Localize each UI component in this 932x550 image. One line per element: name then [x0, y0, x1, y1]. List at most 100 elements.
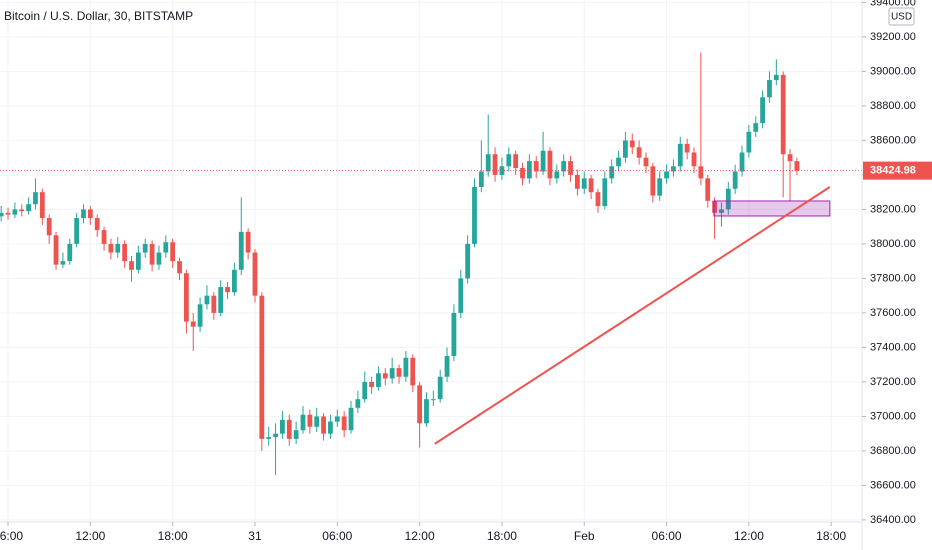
candle-body	[286, 419, 292, 439]
candle-body	[101, 230, 107, 244]
x-tick-label: 18:00	[158, 529, 188, 543]
candle-body	[403, 357, 409, 377]
candle-body	[334, 416, 340, 422]
candle-body	[149, 243, 155, 265]
y-tick-label: 37000.00	[870, 410, 916, 422]
x-tick-label: 31	[248, 529, 262, 543]
candle-body	[67, 243, 73, 262]
candle-body	[94, 218, 100, 231]
y-tick-label: 39000.00	[870, 65, 916, 77]
candle-body	[506, 154, 512, 167]
candle-body	[636, 147, 642, 158]
candle-body	[643, 157, 649, 167]
candle-body	[321, 416, 326, 434]
candle-body	[705, 178, 711, 201]
candle-body	[12, 209, 18, 215]
y-tick-label: 37800.00	[870, 272, 916, 284]
candle-body	[677, 143, 683, 167]
candle-body	[389, 368, 395, 379]
candle-body	[190, 321, 196, 327]
currency-box[interactable]	[888, 7, 915, 26]
candle-body	[520, 168, 525, 179]
candle-body	[773, 74, 779, 81]
candle-body	[657, 178, 663, 196]
y-tick-label: 36600.00	[870, 479, 916, 491]
candle-body	[588, 178, 594, 193]
candle-body	[719, 209, 724, 213]
candle-body	[129, 261, 134, 270]
candle-body	[616, 157, 621, 167]
candle-body	[238, 231, 244, 270]
candle-body	[156, 252, 162, 265]
currency-label[interactable]: USD	[891, 12, 912, 23]
candle-body	[526, 161, 532, 179]
candle-body	[787, 154, 793, 162]
y-tick-label: 38200.00	[870, 203, 916, 215]
candle-body	[561, 161, 567, 172]
candle-body	[60, 261, 66, 265]
candle-body	[554, 171, 560, 179]
chart-title: Bitcoin / U.S. Dollar, 30, BITSTAMP	[4, 9, 193, 23]
candle-body	[492, 154, 498, 175]
candle-body	[424, 399, 429, 424]
candle-body	[376, 373, 381, 388]
candle-body	[417, 385, 423, 424]
candle-body	[46, 218, 52, 236]
candle-body	[725, 188, 731, 210]
candle-body	[307, 414, 313, 427]
last-price-box	[863, 161, 932, 180]
candle-body	[33, 192, 38, 205]
candle-body	[691, 152, 697, 167]
candle-body	[472, 186, 477, 244]
candle-body	[396, 368, 402, 377]
candle-body	[780, 74, 786, 155]
x-tick-label: 12:00	[734, 529, 764, 543]
candle-body	[465, 243, 471, 279]
candle-body	[0, 212, 4, 217]
candle-body	[81, 209, 86, 219]
candle-body	[108, 243, 114, 253]
candle-body	[513, 154, 519, 169]
candle-body	[430, 399, 436, 401]
candle-body	[540, 150, 546, 172]
y-tick-label: 38800.00	[870, 100, 916, 112]
candle-body	[698, 166, 704, 179]
y-tick-label: 39400.00	[870, 0, 916, 8]
x-tick-label: 06:00	[652, 529, 682, 543]
candle-body	[53, 235, 59, 265]
candle-body	[609, 166, 615, 179]
candle-body	[300, 414, 306, 431]
candle-body	[135, 252, 141, 270]
x-tick-label: 06:00	[322, 529, 352, 543]
x-tick-label: 06:00	[0, 529, 23, 543]
y-tick-label: 38600.00	[870, 134, 916, 146]
candle-body	[671, 166, 676, 172]
candle-body	[231, 269, 237, 293]
candle-body	[266, 437, 272, 439]
candle-body	[451, 312, 457, 357]
candle-body	[382, 373, 388, 379]
y-tick-label: 37600.00	[870, 307, 916, 319]
candle-body	[74, 218, 80, 244]
candle-body	[732, 171, 738, 189]
candle-body	[348, 407, 354, 431]
candle-body	[163, 242, 169, 253]
candle-body	[280, 419, 285, 434]
x-tick-label: 12:00	[75, 529, 105, 543]
candle-body	[753, 123, 759, 132]
candle-body	[39, 192, 45, 219]
trendline	[434, 186, 831, 445]
candle-body	[341, 416, 347, 431]
candle-body	[746, 131, 752, 153]
x-tick-label: 12:00	[405, 529, 435, 543]
candle-body	[115, 243, 121, 253]
candle-body	[197, 304, 203, 327]
candle-body	[273, 433, 278, 438]
x-tick-label: 18:00	[816, 529, 846, 543]
y-tick-label: 38000.00	[870, 238, 916, 250]
candle-body	[122, 243, 128, 262]
candle-body	[684, 143, 690, 153]
candle-body	[410, 357, 416, 386]
candle-body	[767, 80, 772, 98]
